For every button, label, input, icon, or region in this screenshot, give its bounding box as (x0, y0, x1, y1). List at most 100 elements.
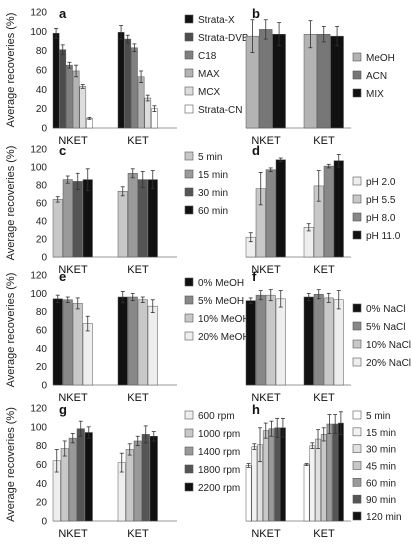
bar (275, 298, 286, 386)
legend-swatch (184, 32, 194, 42)
bar (59, 49, 67, 129)
bar (309, 445, 316, 522)
bar (117, 296, 128, 386)
legend-swatch (352, 52, 362, 62)
legend-swatch (352, 427, 362, 437)
y-tick-label: 40 (36, 479, 48, 490)
bar (338, 422, 344, 522)
legend-swatch (184, 428, 194, 438)
legend-label: Strata-CN (198, 105, 242, 116)
legend-swatch (352, 303, 362, 313)
legend-label: 60 min (366, 478, 396, 489)
legend-swatch (184, 446, 194, 456)
y-tick-label: 0 (41, 253, 47, 264)
x-tick-label: NKET (251, 264, 281, 276)
legend-label: 5% NaCl (366, 322, 405, 333)
bar (125, 449, 134, 522)
bar (323, 297, 334, 386)
bar (333, 299, 344, 386)
y-tick-label: 120 (30, 404, 47, 415)
bar (147, 179, 158, 258)
y-tick-label: 0 (41, 381, 47, 392)
x-tick-label: NKET (251, 528, 281, 540)
legend-label: 0% NaCl (366, 304, 405, 315)
bar (320, 434, 327, 522)
legend-label: 0% MeOH (198, 278, 244, 289)
legend-label: 1000 rpm (198, 429, 240, 440)
legend-label: pH 5.5 (366, 195, 396, 206)
bar (313, 294, 324, 386)
legend-label: MIX (366, 89, 384, 100)
bar (245, 465, 252, 522)
legend-swatch (184, 277, 194, 287)
y-tick-label: 80 (36, 181, 48, 192)
x-tick-label: KET (313, 392, 335, 404)
legend-label: 10% NaCl (366, 340, 411, 351)
x-tick-label: NKET (58, 528, 88, 540)
chart-panel-h: NKET KET h 5 min 15 min 30 min 45 min 60 min 90 … (245, 402, 402, 540)
x-tick-label: KET (127, 264, 149, 276)
legend-swatch (352, 511, 362, 521)
bar (303, 464, 310, 522)
y-axis-label: Average recoveries (%) (5, 407, 17, 522)
legend-label: 45 min (366, 462, 396, 473)
bar (127, 296, 138, 386)
bar (149, 436, 158, 522)
legend-swatch (184, 169, 194, 179)
legend-swatch (352, 339, 362, 349)
legend-label: 1800 rpm (198, 465, 240, 476)
legend-swatch (352, 176, 362, 186)
legend-label: 10% MeOH (198, 314, 250, 325)
legend-swatch (184, 295, 194, 305)
bar (72, 70, 80, 129)
y-tick-label: 120 (30, 8, 47, 19)
legend-swatch (352, 230, 362, 240)
bar (86, 118, 93, 129)
y-axis-label: Average recoveries (%) (5, 13, 17, 128)
bar (315, 438, 321, 522)
legend-label: Strata-X (198, 15, 235, 26)
bar (303, 296, 314, 386)
bar (62, 179, 73, 258)
bar (274, 427, 281, 522)
legend-label: 5 min (198, 152, 222, 163)
bar (72, 303, 83, 386)
bar (52, 199, 63, 258)
panel-label: h (252, 402, 260, 417)
bar (82, 179, 93, 258)
bar (272, 33, 286, 129)
chart-panel-b: NKET KET b MeOH ACN MIX (245, 6, 395, 147)
x-tick-label: KET (313, 264, 335, 276)
y-tick-label: 60 (36, 199, 48, 210)
y-tick-label: 0 (41, 124, 47, 135)
bar (137, 299, 148, 386)
bar (333, 160, 344, 258)
legend-label: 30 min (198, 188, 228, 199)
y-tick-label: 40 (36, 85, 48, 96)
bar (265, 169, 276, 258)
y-tick-label: 120 (30, 145, 47, 156)
legend-swatch (184, 14, 194, 24)
chart-panel-g: 0 20 40 60 80 100 120 Average recoveries (%) NKE… (5, 402, 240, 540)
bar (72, 181, 83, 258)
panel-label: b (252, 6, 260, 21)
legend-label: pH 8.0 (366, 213, 396, 224)
legend-label: 600 rpm (198, 411, 235, 422)
bar (62, 299, 73, 386)
legend-label: 5% MeOH (198, 296, 244, 307)
legend-swatch (184, 331, 194, 341)
chart-panel-a: 0 20 40 60 80 100 120 Average recoveries (%) NKE… (5, 6, 249, 147)
bar (137, 179, 148, 258)
legend-label: Strata-DVB (198, 33, 249, 44)
bar (332, 423, 339, 522)
y-tick-label: 80 (36, 441, 48, 452)
legend-swatch (352, 357, 362, 367)
legend-label: 5 min (366, 411, 390, 422)
bar (303, 227, 314, 258)
legend-swatch (184, 104, 194, 114)
panel-label: e (59, 269, 66, 284)
legend-label: pH 2.0 (366, 177, 396, 188)
y-tick-label: 40 (36, 344, 48, 355)
bar (82, 323, 93, 386)
